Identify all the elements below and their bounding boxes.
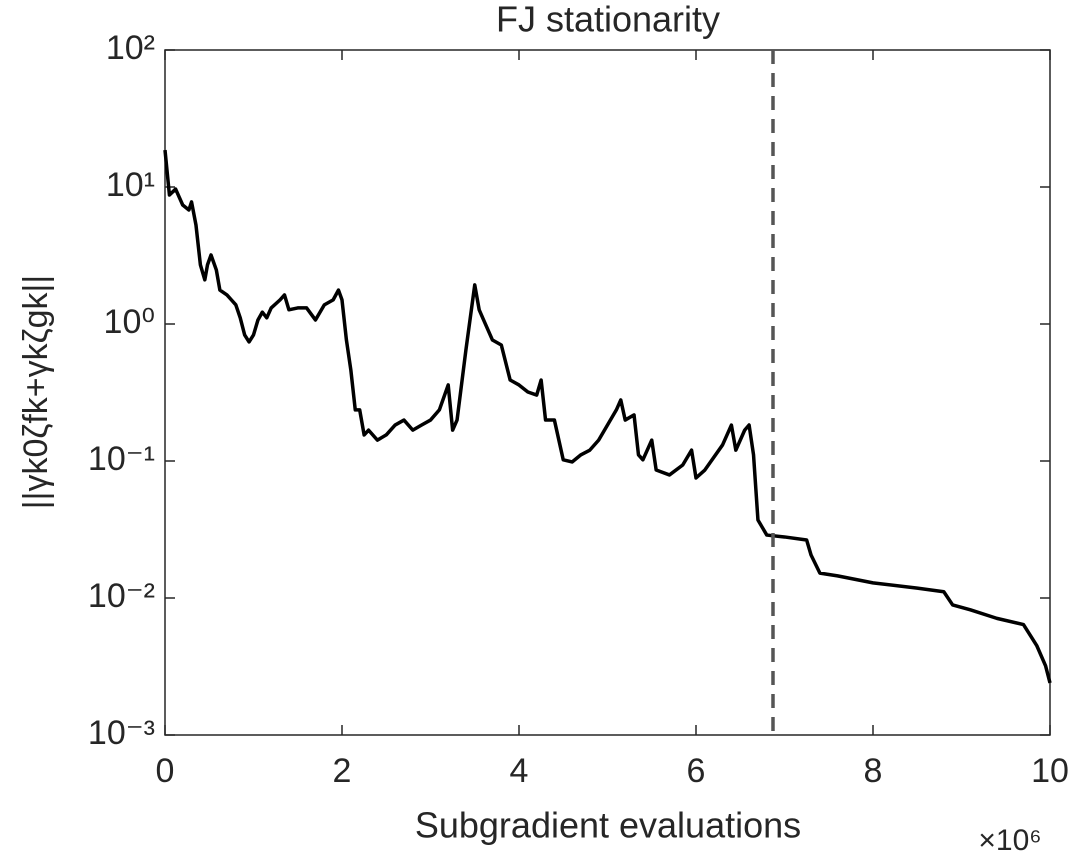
plot-frame	[164, 49, 1051, 736]
chart-title: FJ stationarity	[496, 0, 720, 40]
x-tick-label: 4	[510, 752, 529, 790]
x-axis-label: Subgradient evaluations	[415, 805, 801, 846]
y-tick-label: 10¹	[106, 166, 155, 204]
x-tick-label: 8	[864, 752, 883, 790]
x-tick-label: 10	[1031, 752, 1069, 790]
x-tick-label: 6	[687, 752, 706, 790]
y-tick-label: 10⁻¹	[88, 440, 155, 478]
x-tick-label: 2	[333, 752, 352, 790]
y-tick-label: 10⁻³	[88, 714, 155, 752]
y-axis-label: ||γk0ζfk+γkζgk||	[17, 275, 55, 509]
y-tick-label: 10⁻²	[88, 577, 155, 615]
y-tick-label: 10⁰	[104, 303, 155, 341]
y-tick-label: 10²	[106, 29, 155, 67]
data-line	[163, 149, 1052, 684]
x-tick-label: 0	[156, 752, 175, 790]
x-multiplier: ×10⁶	[978, 824, 1041, 855]
